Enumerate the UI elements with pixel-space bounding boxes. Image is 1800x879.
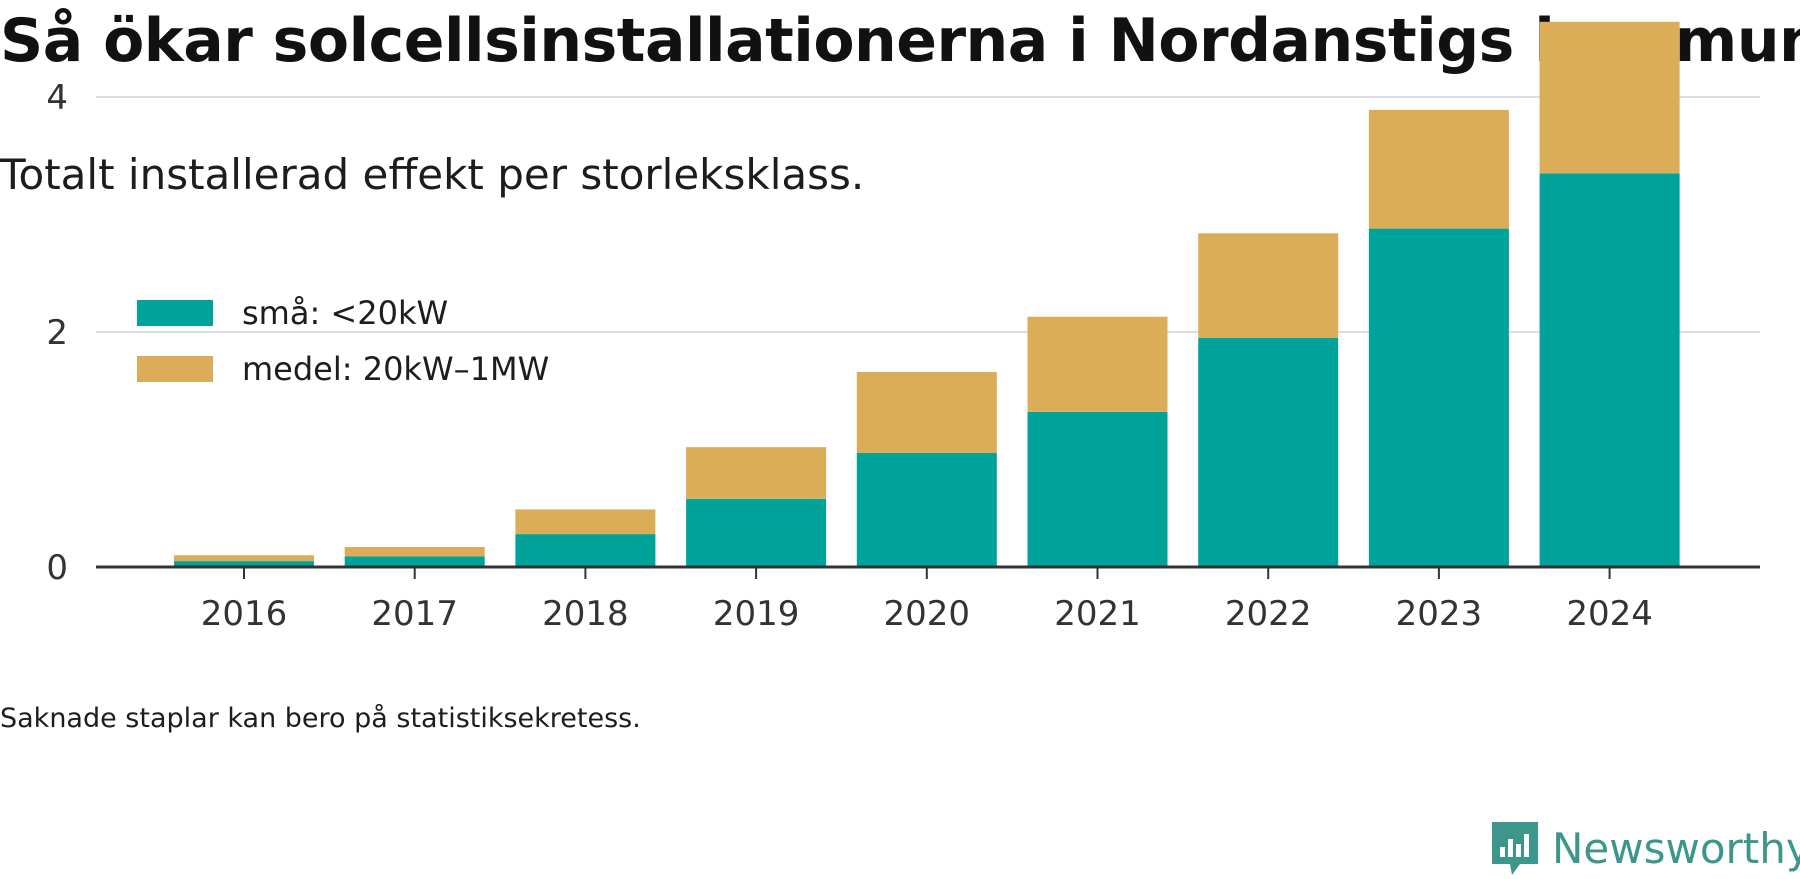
chart-subtitle: Totalt installerad effekt per storlekskl… (0, 150, 865, 199)
bar-sma-2023 (1368, 228, 1509, 567)
brand: Newsworthy (1490, 820, 1800, 876)
bar-medel-2022 (1198, 233, 1339, 338)
y-tick-label: 4 (46, 78, 68, 118)
bar-sma-2016 (174, 561, 314, 567)
bar-medel-2021 (1027, 316, 1168, 412)
newsworthy-logo-icon (1492, 822, 1538, 875)
x-tick-label: 2023 (1396, 594, 1483, 634)
bar-medel-2020 (856, 371, 997, 454)
y-axis: 0 2 4 (46, 78, 68, 588)
bar-sma-2018 (515, 534, 656, 567)
chart-title: Så ökar solcellsinstallationerna i Norda… (0, 6, 1800, 76)
legend-swatch-sma (137, 300, 213, 326)
legend: små: <20kW medel: 20kW–1MW (137, 294, 549, 388)
legend-label-medel: medel: 20kW–1MW (242, 350, 549, 388)
legend-swatch-medel (137, 356, 213, 382)
brand-name: Newsworthy (1552, 823, 1800, 873)
x-tick-label: 2018 (542, 594, 629, 634)
x-tick-label: 2021 (1054, 594, 1141, 634)
bar-sma-2022 (1198, 337, 1339, 567)
x-tick-label: 2019 (713, 594, 800, 634)
bar-medel-2023 (1368, 109, 1509, 229)
bar-sma-2019 (686, 498, 827, 567)
bars (174, 21, 1680, 567)
x-tick-label: 2017 (371, 594, 458, 634)
x-tick-label: 2020 (884, 594, 971, 634)
bar-medel-2017 (344, 547, 485, 557)
bar-sma-2024 (1539, 173, 1680, 567)
x-tick-label: 2016 (201, 594, 288, 634)
x-axis: 2016 2017 2018 2019 2020 2021 2022 2023 2024 (96, 565, 1760, 634)
legend-label-sma: små: <20kW (242, 294, 448, 332)
bar-sma-2017 (344, 556, 485, 567)
bar-medel-2016 (174, 555, 314, 562)
x-tick-label: 2022 (1225, 594, 1312, 634)
bar-medel-2024 (1539, 21, 1680, 174)
bar-medel-2019 (686, 447, 827, 499)
bar-sma-2021 (1027, 411, 1168, 567)
y-tick-label: 2 (46, 313, 68, 353)
y-tick-label: 0 (46, 548, 68, 588)
x-tick-label: 2024 (1566, 594, 1653, 634)
bar-sma-2020 (856, 453, 997, 567)
bar-medel-2018 (515, 509, 656, 535)
footnote: Saknade staplar kan bero på statistiksek… (0, 703, 641, 734)
